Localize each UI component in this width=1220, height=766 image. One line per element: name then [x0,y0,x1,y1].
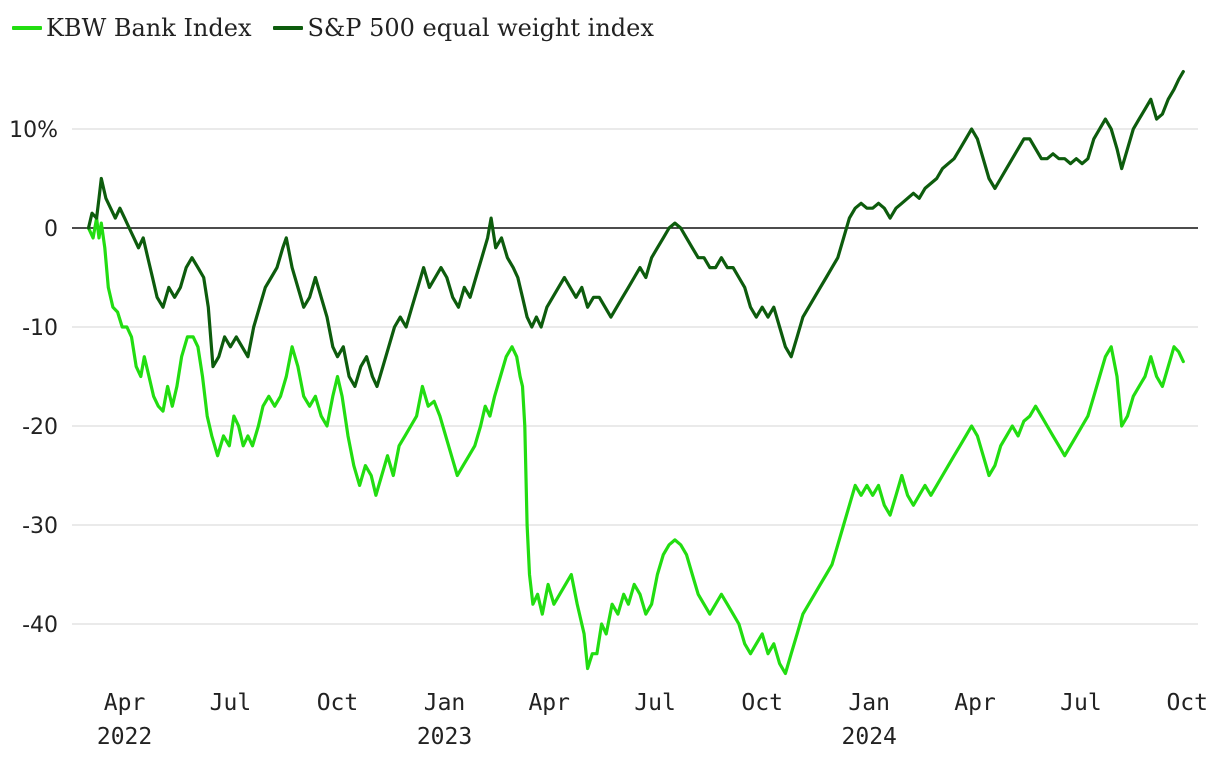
x-tick-month: Jul [210,690,252,716]
x-tick-month: Jul [1060,690,1102,716]
x-tick-year: 2024 [842,724,897,750]
y-tick-label: -40 [22,613,58,638]
x-axis-ticks: Apr 2022 Jul Oct Jan 2023 Apr Jul Oct Jan 2024 Apr J… [97,690,1208,750]
y-tick-label: -10 [22,316,58,341]
legend-label-kbw: KBW Bank Index [46,14,252,42]
y-tick-label: 0 [44,217,58,242]
x-tick-month: Jul [634,690,676,716]
y-tick-label: -20 [22,415,58,440]
y-tick-label: 10% [9,118,58,143]
gridlines [72,128,1198,625]
chart-legend: KBW Bank Index S&P 500 equal weight inde… [12,14,676,42]
y-axis-ticks: 10% 0 -10 -20 -30 -40 [9,118,58,638]
legend-label-sp500: S&P 500 equal weight index [307,14,654,42]
y-tick-label: -30 [22,514,58,539]
x-tick-month: Oct [741,690,783,716]
x-tick-month: Oct [317,690,359,716]
x-tick-month: Jan [424,690,466,716]
x-tick-month: Apr [954,690,996,716]
x-tick-year: 2022 [97,724,152,750]
x-tick-month: Oct [1166,690,1208,716]
x-tick-month: Apr [528,690,570,716]
legend-swatch-sp500 [273,26,304,30]
x-tick-month: Jan [848,690,890,716]
x-tick-month: Apr [104,690,146,716]
series-line-sp500-equal-weight [86,70,1185,388]
x-tick-year: 2023 [417,724,472,750]
legend-item-kbw: KBW Bank Index [12,14,251,42]
series-line-kbw-bank-index [86,216,1185,676]
legend-item-sp500: S&P 500 equal weight index [273,14,654,42]
legend-swatch-kbw [12,26,42,30]
series-lines [86,70,1185,676]
